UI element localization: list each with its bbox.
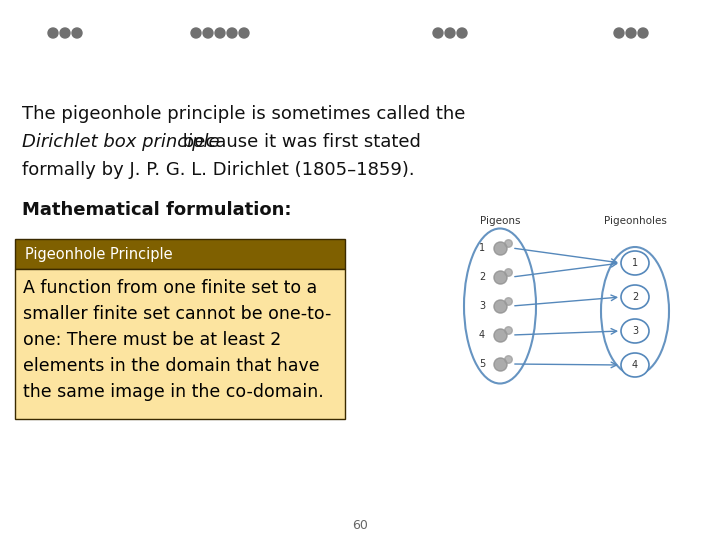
Text: Counting Elements of Disjoint Sets: Counting Elements of Disjoint Sets: [375, 7, 525, 16]
Circle shape: [239, 28, 249, 38]
Text: 5: 5: [479, 359, 485, 369]
Text: A function from one finite set to a: A function from one finite set to a: [23, 279, 318, 297]
Text: 4: 4: [632, 360, 638, 370]
Text: one: There must be at least 2: one: There must be at least 2: [23, 331, 282, 349]
Circle shape: [72, 28, 82, 38]
Circle shape: [614, 28, 624, 38]
Circle shape: [191, 28, 201, 38]
Text: because it was first stated: because it was first stated: [177, 133, 421, 151]
Text: elements in the domain that have: elements in the domain that have: [23, 357, 320, 375]
Ellipse shape: [621, 285, 649, 309]
Circle shape: [227, 28, 237, 38]
Point: [503, 268, 514, 276]
Circle shape: [626, 28, 636, 38]
Ellipse shape: [621, 319, 649, 343]
Text: 1: 1: [479, 243, 485, 253]
Text: smaller finite set cannot be one-to-: smaller finite set cannot be one-to-: [23, 305, 331, 323]
FancyBboxPatch shape: [15, 269, 345, 419]
Text: Dirichlet box principle: Dirichlet box principle: [22, 133, 220, 151]
Circle shape: [638, 28, 648, 38]
FancyBboxPatch shape: [15, 239, 345, 269]
Point: [494, 302, 505, 310]
Point: [494, 360, 505, 368]
Text: 3: 3: [479, 301, 485, 311]
Text: Mathematical formulation:: Mathematical formulation:: [22, 201, 292, 219]
Point: [494, 273, 505, 281]
Text: 2: 2: [479, 272, 485, 282]
Circle shape: [60, 28, 70, 38]
Circle shape: [203, 28, 213, 38]
Circle shape: [215, 28, 225, 38]
Point: [503, 326, 514, 334]
Text: Pigeonhole Principle: Pigeonhole Principle: [25, 246, 173, 261]
Point: [503, 239, 514, 247]
Ellipse shape: [621, 251, 649, 275]
Text: 60: 60: [352, 519, 368, 532]
Circle shape: [457, 28, 467, 38]
Text: 3: 3: [632, 326, 638, 336]
Ellipse shape: [621, 353, 649, 377]
Point: [494, 330, 505, 339]
Text: formally by J. P. G. L. Dirichlet (1805–1859).: formally by J. P. G. L. Dirichlet (1805–…: [22, 161, 415, 179]
Text: Pigeonholes: Pigeonholes: [603, 216, 667, 226]
Text: 4: 4: [479, 330, 485, 340]
Circle shape: [48, 28, 58, 38]
Text: Introduction: Introduction: [39, 7, 91, 16]
Circle shape: [445, 28, 455, 38]
Circle shape: [602, 28, 612, 38]
Circle shape: [433, 28, 443, 38]
Text: The Pigeonhole Principle: Introduction: The Pigeonhole Principle: Introduction: [8, 59, 232, 72]
Point: [503, 296, 514, 305]
Text: The pigeonhole principle is sometimes called the: The pigeonhole principle is sometimes ca…: [22, 105, 465, 123]
Point: [503, 355, 514, 363]
Text: 2: 2: [632, 292, 638, 302]
Text: The Pigeonhole Principle: The Pigeonhole Principle: [572, 7, 678, 16]
Text: the same image in the co-domain.: the same image in the co-domain.: [23, 383, 324, 401]
Text: Possibility Trees and Multiplication Rule: Possibility Trees and Multiplication Rul…: [135, 7, 305, 16]
Text: Pigeons: Pigeons: [480, 216, 521, 226]
Text: 1: 1: [632, 258, 638, 268]
Point: [494, 244, 505, 252]
